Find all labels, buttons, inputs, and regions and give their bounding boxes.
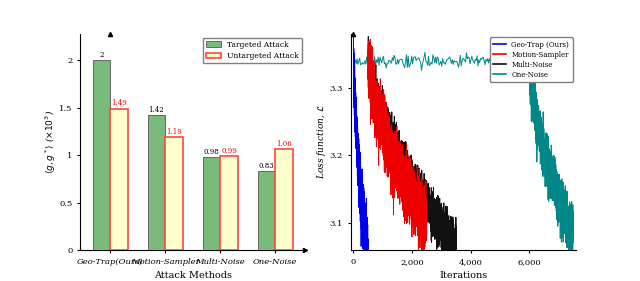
Text: 1.19: 1.19 xyxy=(166,128,182,136)
One-Noise xyxy=(545,174,553,177)
Motion-Sampler xyxy=(367,76,375,80)
Line: One-Noise: One-Noise xyxy=(353,46,573,258)
Multi-Noise xyxy=(417,180,424,183)
Multi-Noise xyxy=(445,229,453,232)
Line: Geo-Trap (Ours): Geo-Trap (Ours) xyxy=(353,25,368,281)
Y-axis label: Loss function, $\mathcal{L}$: Loss function, $\mathcal{L}$ xyxy=(315,105,328,179)
Text: 0.83: 0.83 xyxy=(259,162,274,170)
One-Noise xyxy=(565,256,573,259)
One-Noise xyxy=(529,99,536,102)
Multi-Noise xyxy=(364,53,372,56)
Motion-Sampler xyxy=(421,217,429,220)
Text: 1.06: 1.06 xyxy=(276,140,292,148)
X-axis label: Iterations: Iterations xyxy=(439,271,488,280)
Motion-Sampler xyxy=(423,228,431,232)
X-axis label: Attack Methods: Attack Methods xyxy=(154,271,232,280)
Legend: Targeted Attack, Untargeted Attack: Targeted Attack, Untargeted Attack xyxy=(202,38,301,64)
Line: Multi-Noise: Multi-Noise xyxy=(368,37,456,272)
One-Noise xyxy=(528,100,536,103)
Bar xyxy=(110,109,128,250)
Bar xyxy=(148,115,165,250)
Multi-Noise xyxy=(448,270,456,274)
Geo-Trap (Ours) xyxy=(349,23,357,26)
One-Noise xyxy=(525,45,533,48)
One-Noise xyxy=(569,228,577,231)
Bar xyxy=(275,149,293,250)
Text: 0.98: 0.98 xyxy=(204,148,220,156)
Motion-Sampler xyxy=(393,125,401,129)
Legend: Geo-Trap (Ours), Motion-Sampler, Multi-Noise, One-Noise: Geo-Trap (Ours), Motion-Sampler, Multi-N… xyxy=(490,37,573,82)
Text: 2: 2 xyxy=(99,51,104,59)
Multi-Noise xyxy=(396,145,404,148)
Geo-Trap (Ours) xyxy=(358,223,366,226)
Multi-Noise xyxy=(364,35,372,38)
Geo-Trap (Ours) xyxy=(358,194,366,198)
Motion-Sampler xyxy=(410,212,418,216)
Line: Motion-Sampler: Motion-Sampler xyxy=(368,40,427,260)
Motion-Sampler xyxy=(367,38,374,41)
Text: 1.42: 1.42 xyxy=(148,106,164,114)
Multi-Noise xyxy=(383,119,390,123)
Bar xyxy=(203,157,220,250)
Text: 1.49: 1.49 xyxy=(111,99,127,107)
Multi-Noise xyxy=(452,247,460,250)
Motion-Sampler xyxy=(391,151,399,154)
Multi-Noise xyxy=(406,165,413,169)
Motion-Sampler xyxy=(364,56,372,60)
Geo-Trap (Ours) xyxy=(351,106,358,110)
Bar xyxy=(258,171,275,250)
Motion-Sampler xyxy=(421,204,429,207)
Text: 0.99: 0.99 xyxy=(221,147,237,155)
Geo-Trap (Ours) xyxy=(362,278,370,281)
Geo-Trap (Ours) xyxy=(359,211,367,214)
One-Noise xyxy=(543,156,550,159)
Geo-Trap (Ours) xyxy=(361,231,369,235)
Bar xyxy=(220,156,238,250)
One-Noise xyxy=(559,240,567,244)
Bar xyxy=(93,60,110,250)
One-Noise xyxy=(548,145,556,148)
Bar xyxy=(165,137,183,250)
Y-axis label: $\langle g, g^* \rangle$ ($\times 10^3$): $\langle g, g^* \rangle$ ($\times 10^3$) xyxy=(43,110,58,174)
Multi-Noise xyxy=(420,202,428,205)
One-Noise xyxy=(349,60,357,64)
Motion-Sampler xyxy=(419,258,427,262)
